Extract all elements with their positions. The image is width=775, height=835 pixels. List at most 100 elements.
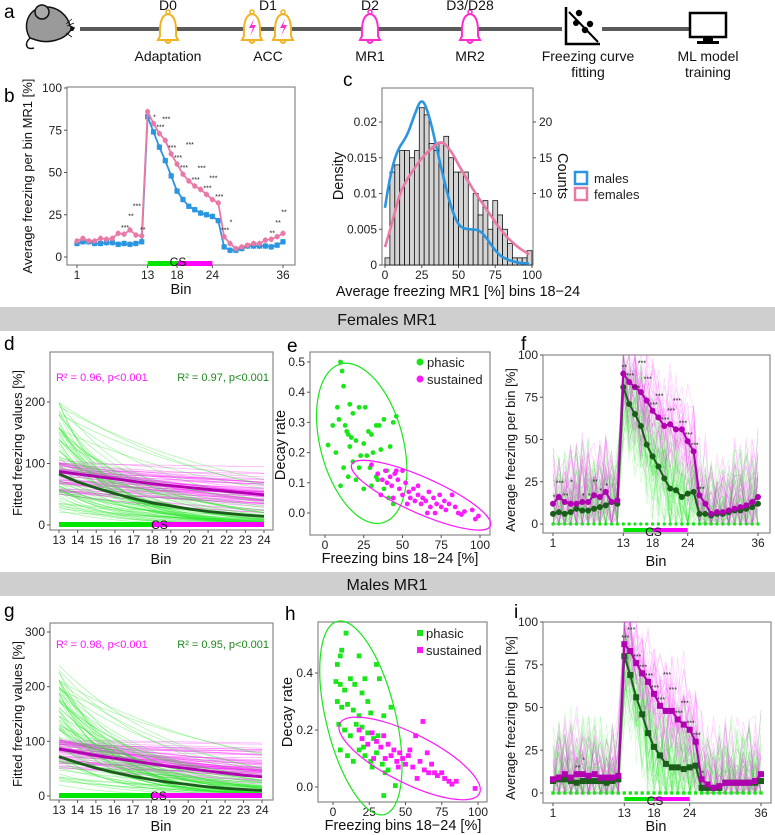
- baseline-point: [598, 522, 602, 526]
- scatter-point-sustained: [462, 509, 467, 514]
- x-tick-label: 13: [52, 533, 66, 547]
- scatter-point-phasic: [365, 730, 371, 736]
- scatter-point-phasic: [345, 474, 351, 480]
- day-label-d2: D2: [361, 0, 379, 13]
- significance-label: ***: [638, 361, 646, 368]
- significance-label: *: [588, 493, 591, 500]
- individual-curve-sustained: [58, 763, 263, 771]
- individual-curve-sustained: [58, 739, 263, 744]
- g-y-axis-label: Fitted freezing values [%]: [10, 641, 25, 787]
- individual-curve-phasic: [58, 665, 263, 769]
- scatter-point-phasic: [345, 753, 350, 759]
- individual-trace: [552, 354, 759, 526]
- legend-label-phasic: phasic: [427, 355, 465, 370]
- x-tick-label: 1: [550, 806, 557, 820]
- individual-curve-sustained: [58, 747, 263, 765]
- scatter-point-phasic: [376, 423, 382, 428]
- mean-fit-curve: [58, 747, 263, 779]
- bell-body: [358, 12, 382, 41]
- y-tick-label: 100: [25, 457, 45, 471]
- d-x-axis-label: Bin: [151, 552, 172, 568]
- individual-trace: [552, 652, 762, 795]
- individual-curve-phasic: [58, 457, 265, 521]
- individual-trace: [553, 621, 762, 794]
- mean-fit-curve: [58, 470, 265, 497]
- scatter-point-sustained: [432, 770, 437, 776]
- individual-curve-sustained: [58, 741, 263, 749]
- scatter-point-sustained: [395, 477, 401, 483]
- individual-curve-phasic: [58, 458, 265, 511]
- significance-label: ***: [632, 386, 640, 393]
- baseline-point: [563, 791, 567, 795]
- baseline-point: [650, 522, 655, 526]
- individual-curve-phasic: [58, 689, 263, 794]
- f-y-axis-label: Average freezing per bin [%]: [503, 368, 518, 532]
- baseline-point: [656, 522, 661, 526]
- scatter-point-sustained: [391, 747, 397, 753]
- scatter-point-sustained: [476, 513, 481, 519]
- scatter-point-sustained: [413, 733, 419, 739]
- baseline-point: [697, 522, 702, 526]
- baseline-point: [699, 791, 704, 795]
- significance-label: ***: [633, 654, 641, 661]
- scatter-point-sustained: [443, 507, 449, 513]
- scatter-point-sustained: [395, 764, 401, 770]
- individual-curve-phasic: [58, 508, 265, 522]
- individual-trace: [552, 678, 762, 794]
- baseline-point: [593, 791, 597, 795]
- significance-label: ***: [645, 673, 653, 680]
- density-curve-males: [383, 100, 530, 265]
- legend-marker-phasic: [417, 630, 423, 636]
- individual-curve-sustained: [58, 756, 263, 758]
- histogram-bar: [399, 150, 405, 266]
- individual-trace: [552, 682, 761, 795]
- y-tick-label: 0: [38, 789, 45, 803]
- significance-label: ***: [174, 155, 182, 162]
- individual-trace: [552, 391, 758, 525]
- individual-curve-sustained: [58, 741, 263, 773]
- individual-trace: [552, 630, 762, 794]
- x-tick-label: 17: [127, 533, 141, 547]
- timeline: D0 Adaptation D1 ACC D2 MR1 D3/D28 MR2 F…: [25, 0, 738, 80]
- individual-trace: [552, 388, 759, 525]
- significance-label: *: [582, 493, 585, 500]
- individual-curve-phasic: [58, 688, 263, 772]
- individual-curve-sustained: [58, 462, 265, 490]
- legend-label-males: males: [594, 171, 629, 186]
- baseline-point: [592, 522, 596, 526]
- significance-label: ***: [221, 228, 229, 235]
- scatter-point-sustained: [441, 498, 447, 504]
- chart-h-scatter-males: 0 25 50 75 100 0.0 0.2 0.4: [296, 620, 488, 819]
- significance-label: **: [563, 493, 569, 500]
- y-tick-label: 0.4: [296, 666, 313, 680]
- individual-trace: [552, 381, 758, 525]
- individual-curve-phasic: [58, 406, 265, 481]
- scatter-point-phasic: [370, 450, 376, 455]
- individual-curve-phasic: [58, 688, 263, 754]
- scatter-point-phasic: [333, 450, 339, 455]
- legend-label-sustained: sustained: [427, 372, 483, 387]
- scatter-point-phasic: [350, 459, 356, 465]
- histogram-bar: [423, 114, 430, 266]
- baseline-point: [682, 791, 686, 795]
- individual-curve-phasic: [58, 479, 265, 523]
- individual-trace: [552, 402, 759, 526]
- individual-curve-sustained: [58, 743, 263, 763]
- individual-curve-phasic: [58, 710, 263, 791]
- individual-curve-sustained: [58, 488, 265, 499]
- scatter-point-phasic: [374, 750, 379, 756]
- bell-top: [165, 9, 171, 15]
- cs-label: CS: [647, 794, 664, 808]
- day-label-d3-d28: D3/D28: [446, 0, 494, 13]
- x-tick-label: 24: [683, 806, 697, 820]
- bell-top: [467, 9, 473, 15]
- y-tick-label: 0.3: [288, 415, 305, 429]
- individual-curve-sustained: [58, 746, 263, 755]
- individual-curve-phasic: [58, 700, 263, 794]
- individual-curve-sustained: [58, 748, 263, 770]
- significance-label: **: [281, 209, 287, 216]
- scatter-point-phasic: [388, 704, 394, 710]
- d-y-axis-label: Fitted freezing values [%]: [10, 370, 25, 516]
- scatter-point-phasic: [344, 429, 350, 434]
- baseline-point: [633, 522, 637, 526]
